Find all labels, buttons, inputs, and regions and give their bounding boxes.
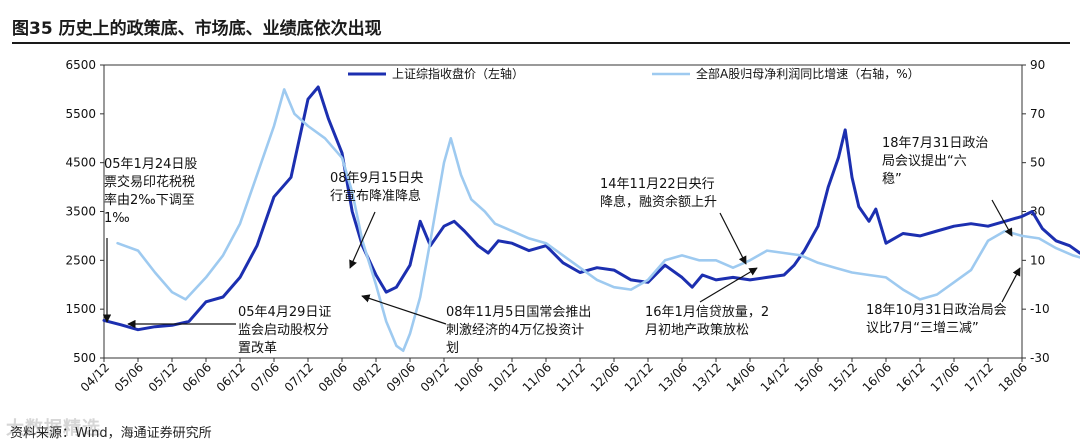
x-tick-label: 05/06 (112, 360, 146, 394)
annotation-line: 1‰ (104, 211, 130, 226)
annotation-arrow (349, 211, 376, 269)
annotation-line: 监会启动股权分 (238, 322, 329, 338)
y-right-tick-label: -10 (1030, 302, 1050, 316)
title-bar: 图35 历史上的政策底、市场底、业绩底依次出现 (12, 8, 1070, 44)
y-left-tick-label: 1500 (65, 302, 96, 316)
annotation-arrow (991, 199, 1013, 237)
x-tick-label: 12/12 (622, 360, 656, 394)
x-tick-label: 10/12 (486, 360, 520, 394)
annotation-line: 行宣布降准降息 (330, 188, 421, 204)
y-left-tick-label: 6500 (65, 58, 96, 72)
x-tick-label: 16/12 (894, 360, 928, 394)
x-tick-label: 10/06 (452, 360, 486, 394)
y-left-tick-label: 3500 (65, 205, 96, 219)
x-tick-label: 13/12 (690, 360, 724, 394)
annotation-line: 局会议提出“六 (882, 153, 967, 169)
y-right-tick-label: 50 (1030, 156, 1045, 170)
annotation-arrow (699, 267, 758, 303)
y-left-tick-label: 500 (73, 351, 96, 365)
y-right-tick-label: -30 (1030, 351, 1050, 365)
annotation-line: 稳” (882, 171, 902, 187)
x-tick-label: 17/06 (928, 360, 962, 394)
annotation-line: 率由2‰下调至 (104, 192, 195, 208)
x-tick-label: 05/12 (146, 360, 180, 394)
chart-title: 图35 历史上的政策底、市场底、业绩底依次出现 (12, 19, 382, 39)
y-left-tick-label: 4500 (65, 156, 96, 170)
y-left-tick-label: 2500 (65, 253, 96, 267)
annotation-text: 05年4月29日证监会启动股权分置改革 (238, 305, 331, 356)
annotation-line: 14年11月22日央行 (600, 177, 715, 192)
x-tick-label: 08/06 (316, 360, 350, 394)
annotation-line: 08年11月5日国常会推出 (446, 305, 591, 320)
x-tick-label: 07/06 (248, 360, 282, 394)
series-line-profit-growth (116, 88, 1080, 352)
annotation-text: 14年11月22日央行降息，融资余额上升 (600, 177, 717, 210)
x-tick-label: 16/06 (860, 360, 894, 394)
annotation-line: 票交易印花税税 (104, 174, 195, 190)
annotation-line: 刺激经济的4万亿投资计 (446, 322, 584, 338)
x-tick-label: 07/12 (282, 360, 316, 394)
legend-label: 上证综指收盘价（左轴） (392, 66, 524, 81)
annotation-text: 18年10月31日政治局会议比7月“三增三减” (866, 303, 1007, 336)
annotation-text: 05年1月24日股票交易印花税税率由2‰下调至 1‰ (104, 157, 197, 226)
x-tick-label: 17/12 (962, 360, 996, 394)
annotation-arrow (719, 212, 747, 265)
annotation-arrow (1001, 267, 1021, 303)
annotation-text: 08年11月5日国常会推出刺激经济的4万亿投资计划 (446, 305, 591, 356)
annotation-line: 05年4月29日证 (238, 305, 331, 320)
x-tick-label: 04/12 (78, 360, 112, 394)
annotation-line: 18年10月31日政治局会 (866, 303, 1007, 318)
annotation-line: 05年1月24日股 (104, 157, 197, 172)
x-tick-label: 09/12 (418, 360, 452, 394)
x-tick-label: 18/06 (996, 360, 1030, 394)
x-tick-label: 11/12 (554, 360, 588, 394)
annotation-line: 18年7月31日政治 (882, 136, 988, 151)
annotation-line: 议比7月“三增三减” (866, 321, 979, 336)
x-tick-label: 15/12 (826, 360, 860, 394)
y-right-tick-label: 10 (1030, 253, 1045, 267)
annotation-line: 16年1月信贷放量，2 (645, 305, 769, 320)
annotation-line: 划 (446, 341, 459, 356)
x-tick-label: 09/06 (384, 360, 418, 394)
x-tick-label: 12/06 (588, 360, 622, 394)
x-tick-label: 08/12 (350, 360, 384, 394)
x-tick-label: 06/12 (214, 360, 248, 394)
annotation-line: 降息，融资余额上升 (600, 194, 717, 210)
annotation-text: 18年7月31日政治局会议提出“六稳” (882, 136, 988, 187)
x-tick-label: 11/06 (520, 360, 554, 394)
y-left-tick-label: 5500 (65, 107, 96, 121)
x-tick-label: 14/12 (758, 360, 792, 394)
annotation-line: 置改革 (238, 341, 277, 356)
y-right-tick-label: 90 (1030, 58, 1045, 72)
annotation-text: 08年9月15日央行宣布降准降息 (330, 171, 423, 204)
annotation-arrow (361, 294, 447, 325)
series-line-index (102, 85, 1080, 332)
source-note: 资料来源：Wind，海通证券研究所 (10, 426, 212, 441)
watermark-logo: 大数据精选 (6, 418, 101, 439)
x-tick-label: 14/06 (724, 360, 758, 394)
annotation-text: 16年1月信贷放量，2 月初地产政策放松 (645, 305, 769, 338)
annotation-line: 08年9月15日央 (330, 171, 423, 186)
annotation-line: 月初地产政策放松 (645, 322, 749, 338)
legend-label: 全部A股归母净利润同比增速（右轴，%） (696, 66, 920, 81)
x-tick-label: 15/06 (792, 360, 826, 394)
x-tick-label: 13/06 (656, 360, 690, 394)
x-tick-label: 06/06 (180, 360, 214, 394)
y-right-tick-label: 70 (1030, 107, 1045, 121)
